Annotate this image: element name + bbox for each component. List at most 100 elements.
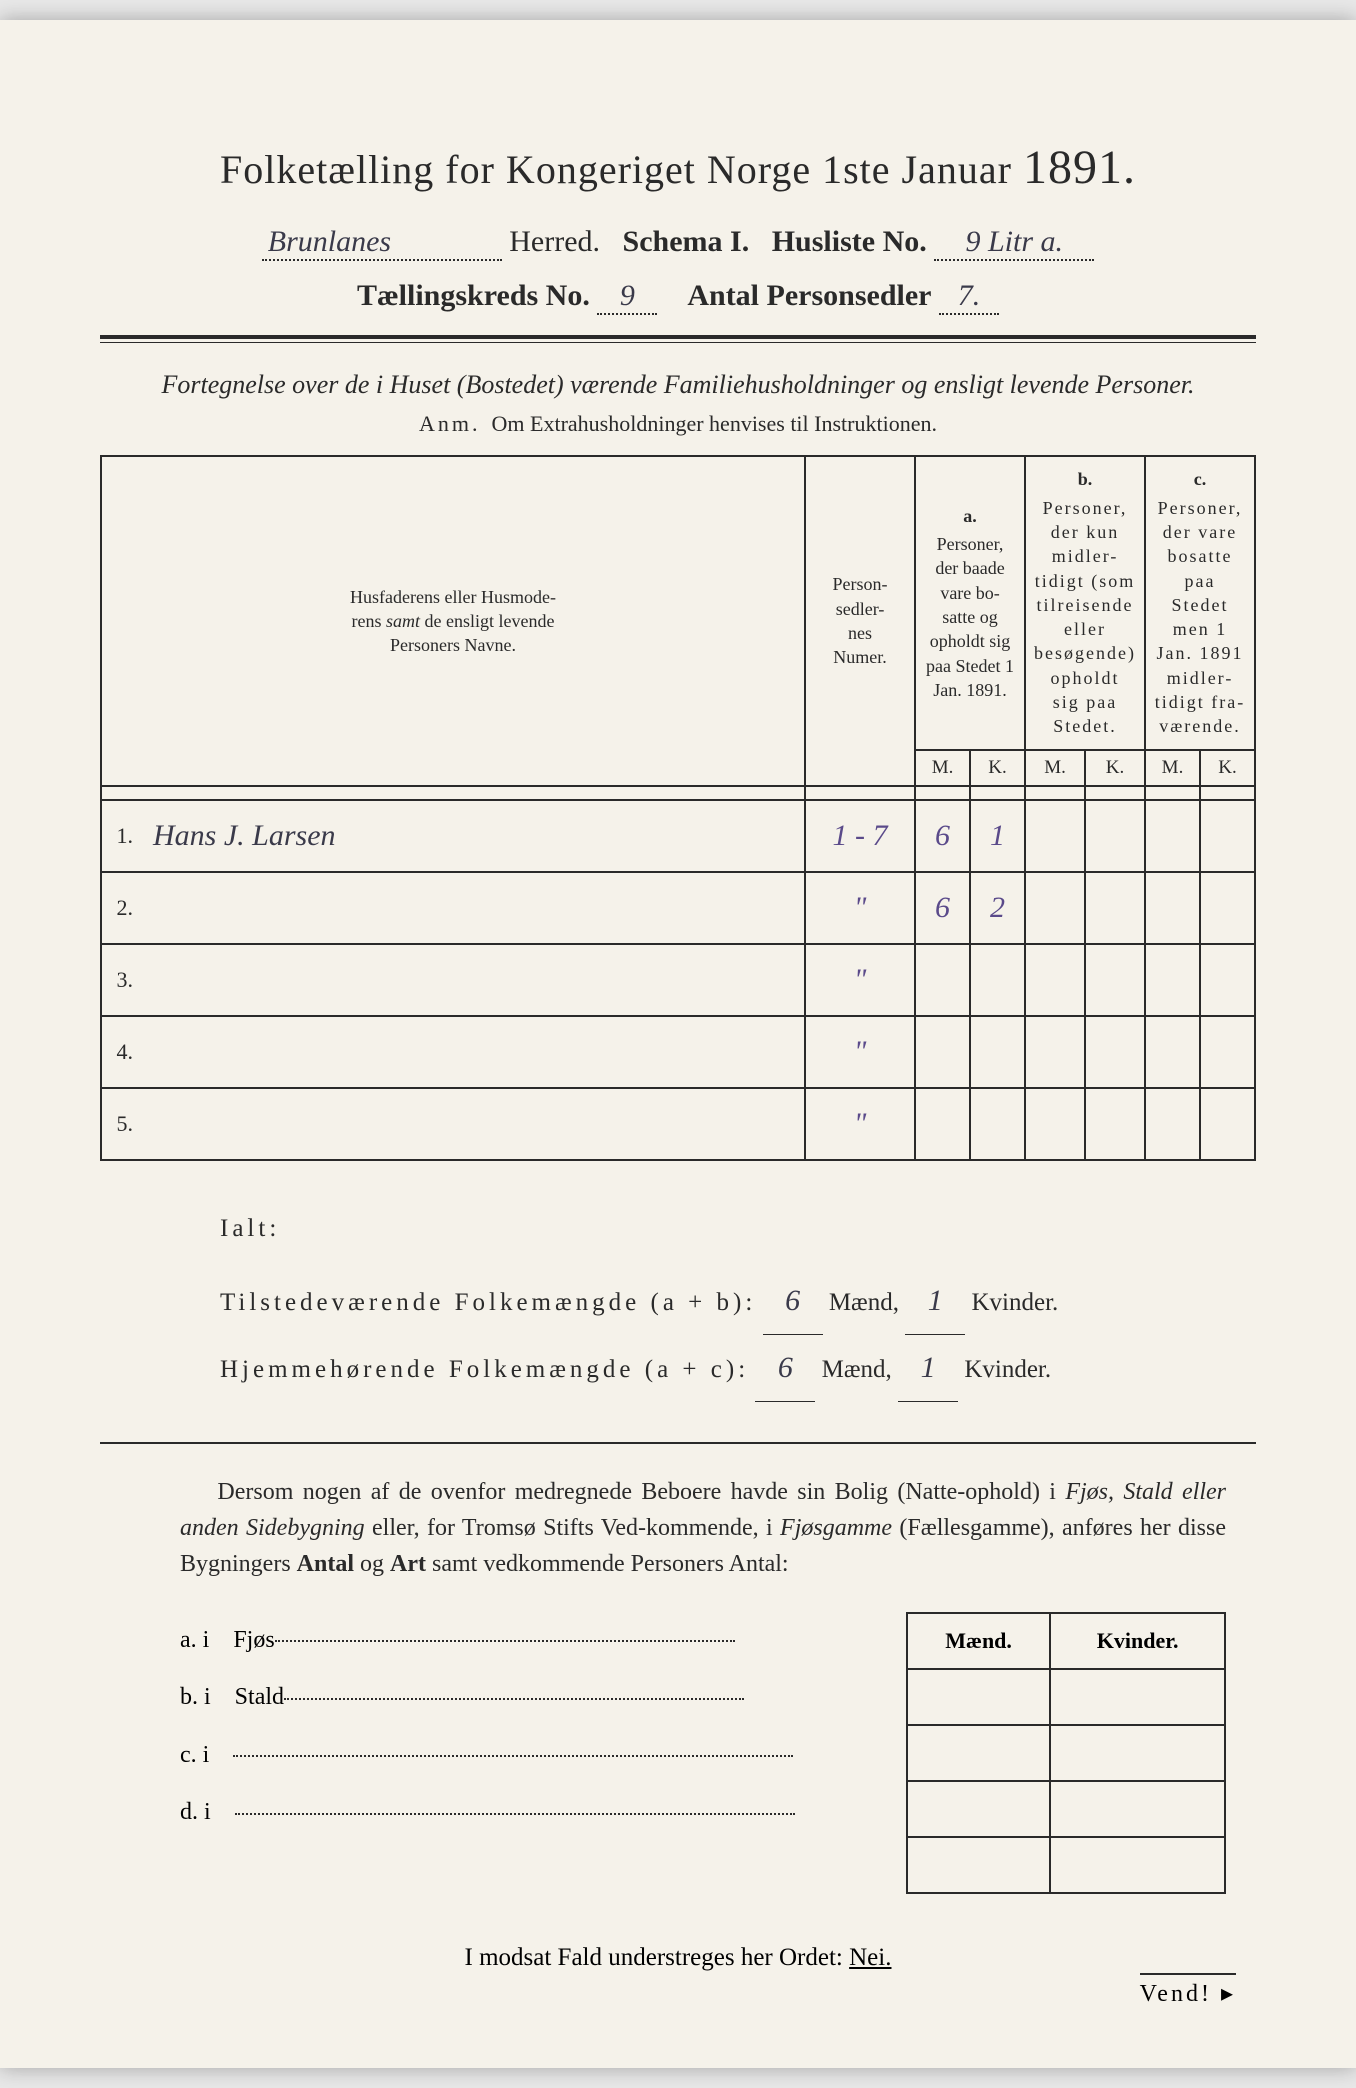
census-form-page: Folketælling for Kongeriget Norge 1ste J… bbox=[0, 20, 1356, 2068]
row-number: 3. bbox=[101, 944, 141, 1016]
row-ak: 2 bbox=[970, 872, 1025, 944]
annotation-line: Anm. Om Extrahusholdninger henvises til … bbox=[100, 411, 1256, 437]
side-maend-head: Mænd. bbox=[907, 1613, 1050, 1669]
row-am bbox=[915, 1016, 970, 1088]
row-bk bbox=[1085, 1016, 1145, 1088]
row-am bbox=[915, 1088, 970, 1160]
row-name: Hans J. Larsen bbox=[141, 800, 805, 872]
herred-field: Brunlanes bbox=[262, 225, 502, 261]
row-name bbox=[141, 1088, 805, 1160]
row-bk bbox=[1085, 1088, 1145, 1160]
row-ak bbox=[970, 1016, 1025, 1088]
main-table: Husfaderens eller Husmode- rens samt de … bbox=[100, 455, 1256, 1160]
row-ck bbox=[1200, 944, 1255, 1016]
row-number: 1. bbox=[101, 800, 141, 872]
side-building-block: a. i Fjøsb. i Staldc. i d. i Mænd. Kvind… bbox=[180, 1612, 1226, 1894]
side-row-label: c. i bbox=[180, 1742, 209, 1768]
side-row: a. i Fjøs bbox=[180, 1612, 906, 1670]
side-cell bbox=[1050, 1669, 1225, 1725]
anm-text: Om Extrahusholdninger henvises til Instr… bbox=[492, 411, 937, 436]
side-cell bbox=[907, 1781, 1050, 1837]
table-row: 3. " bbox=[101, 944, 1255, 1016]
form-line-1: Brunlanes Herred. Schema I. Husliste No.… bbox=[100, 225, 1256, 261]
row-bm bbox=[1025, 1088, 1085, 1160]
side-cell bbox=[1050, 1725, 1225, 1781]
row-ak bbox=[970, 1088, 1025, 1160]
dotted-line bbox=[233, 1755, 793, 1757]
total-ac-m: 6 bbox=[755, 1335, 815, 1402]
dotted-line bbox=[275, 1640, 735, 1642]
row-cm bbox=[1145, 1016, 1200, 1088]
row-ak bbox=[970, 944, 1025, 1016]
row-name bbox=[141, 944, 805, 1016]
row-num: 1 - 7 bbox=[805, 800, 915, 872]
col-c-head: c. Personer, der vare bosatte paa Stedet… bbox=[1145, 456, 1255, 749]
row-am: 6 bbox=[915, 800, 970, 872]
row-cm bbox=[1145, 1088, 1200, 1160]
row-cm bbox=[1145, 872, 1200, 944]
side-row: c. i bbox=[180, 1727, 906, 1785]
paragraph: Dersom nogen af de ovenfor medregnede Be… bbox=[180, 1474, 1226, 1582]
row-number: 2. bbox=[101, 872, 141, 944]
side-mk-table: Mænd. Kvinder. bbox=[906, 1612, 1226, 1894]
side-row-label: d. i bbox=[180, 1799, 211, 1825]
anm-label: Anm. bbox=[419, 411, 481, 436]
row-num: " bbox=[805, 1016, 915, 1088]
totals-line-1: Tilstedeværende Folkemængde (a + b): 6 M… bbox=[220, 1268, 1256, 1335]
row-ck bbox=[1200, 872, 1255, 944]
divider-2 bbox=[100, 1442, 1256, 1444]
row-am: 6 bbox=[915, 872, 970, 944]
row-number: 5. bbox=[101, 1088, 141, 1160]
footer-line: I modsat Fald understreges her Ordet: Ne… bbox=[100, 1944, 1256, 1972]
arrow-icon: ▸ bbox=[1221, 1981, 1236, 2007]
totals-block: Ialt: Tilstedeværende Folkemængde (a + b… bbox=[220, 1201, 1256, 1402]
row-ck bbox=[1200, 1016, 1255, 1088]
row-num: " bbox=[805, 944, 915, 1016]
herred-label: Herred. bbox=[509, 225, 600, 258]
side-rows: a. i Fjøsb. i Staldc. i d. i bbox=[180, 1612, 906, 1894]
side-row-label: b. i bbox=[180, 1684, 211, 1710]
row-cm bbox=[1145, 800, 1200, 872]
row-num: " bbox=[805, 1088, 915, 1160]
side-row: d. i bbox=[180, 1784, 906, 1842]
title-year: 1891. bbox=[1023, 141, 1136, 194]
spacer-row bbox=[101, 786, 1255, 800]
col-b-k: K. bbox=[1085, 750, 1145, 786]
divider bbox=[100, 335, 1256, 343]
total-ac-k: 1 bbox=[898, 1335, 958, 1402]
col-c-m: M. bbox=[1145, 750, 1200, 786]
antal-label: Antal Personsedler bbox=[687, 279, 931, 312]
col-c-k: K. bbox=[1200, 750, 1255, 786]
table-row: 5. " bbox=[101, 1088, 1255, 1160]
table-row: 4." bbox=[101, 1016, 1255, 1088]
row-am bbox=[915, 944, 970, 1016]
col-b-m: M. bbox=[1025, 750, 1085, 786]
row-bm bbox=[1025, 944, 1085, 1016]
ialt-label: Ialt: bbox=[220, 1215, 280, 1242]
col-a-k: K. bbox=[970, 750, 1025, 786]
dotted-line bbox=[284, 1698, 744, 1700]
side-row-text: Fjøs bbox=[233, 1627, 274, 1653]
kreds-label: Tællingskreds No. bbox=[357, 279, 590, 312]
form-line-2: Tællingskreds No. 9 Antal Personsedler 7… bbox=[100, 279, 1256, 315]
col-num-head: Person- sedler- nes Numer. bbox=[805, 456, 915, 785]
vend-label: Vend! ▸ bbox=[1140, 1973, 1236, 2008]
row-num: " bbox=[805, 872, 915, 944]
total-ab-k: 1 bbox=[905, 1268, 965, 1335]
total-ab-m: 6 bbox=[763, 1268, 823, 1335]
page-title: Folketælling for Kongeriget Norge 1ste J… bbox=[100, 140, 1256, 195]
row-bm bbox=[1025, 800, 1085, 872]
row-bk bbox=[1085, 944, 1145, 1016]
row-name bbox=[141, 872, 805, 944]
nei-word: Nei. bbox=[849, 1944, 891, 1971]
row-bm bbox=[1025, 1016, 1085, 1088]
table-row: 2. "62 bbox=[101, 872, 1255, 944]
row-ak: 1 bbox=[970, 800, 1025, 872]
subtitle: Fortegnelse over de i Huset (Bostedet) v… bbox=[100, 367, 1256, 403]
row-bk bbox=[1085, 872, 1145, 944]
totals-line-2: Hjemmehørende Folkemængde (a + c): 6 Mæn… bbox=[220, 1335, 1256, 1402]
antal-field: 7. bbox=[939, 279, 999, 315]
col-a-head: a. Personer, der baade vare bo-satte og … bbox=[915, 456, 1025, 749]
side-cell bbox=[1050, 1837, 1225, 1893]
row-bk bbox=[1085, 800, 1145, 872]
